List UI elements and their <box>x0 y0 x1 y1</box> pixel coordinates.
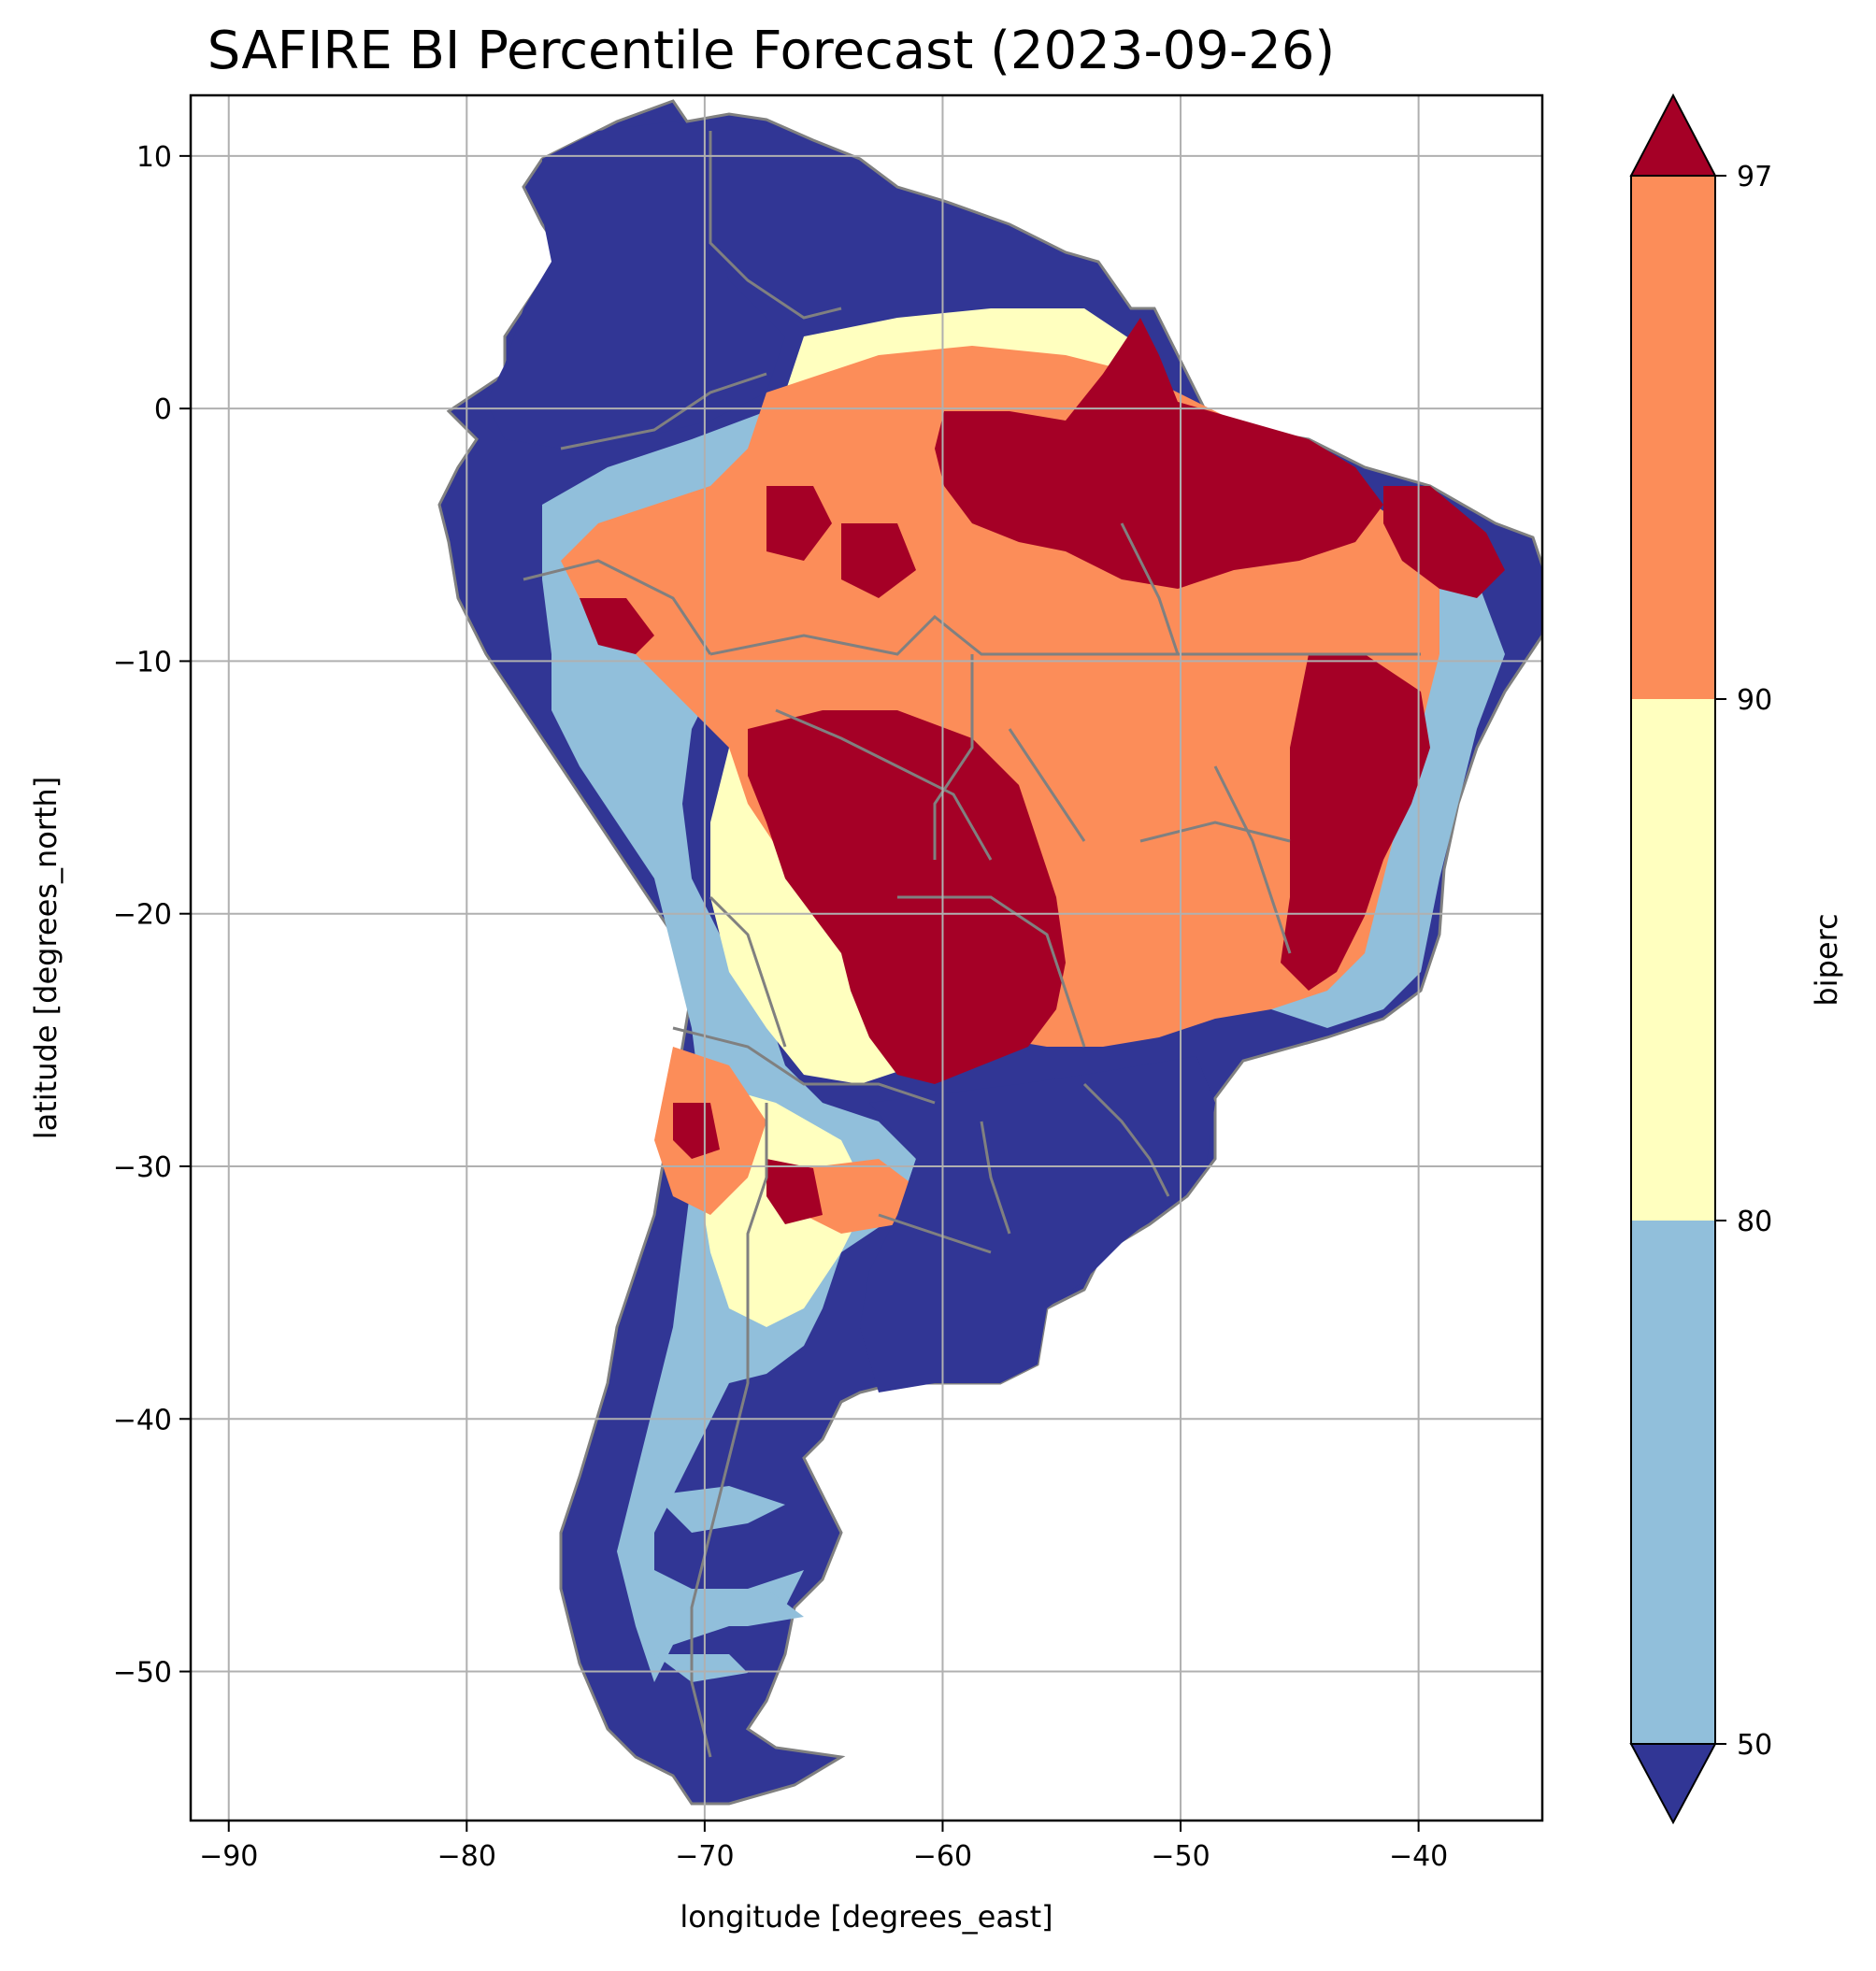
x-tick-label: −80 <box>437 1840 496 1873</box>
chart-title: SAFIRE BI Percentile Forecast (2023-09-2… <box>207 21 1336 81</box>
colorbar-extend-bottom <box>1629 1743 1717 1825</box>
region-90-97-cordoba <box>804 1159 916 1234</box>
region-over-97-north <box>935 318 1383 589</box>
country-borders <box>523 131 1421 1758</box>
colorbar-segment-90-97 <box>1631 176 1715 699</box>
colorbar-segment-50-80 <box>1631 1221 1715 1744</box>
x-axis: −90 −80 −70 −60 −50 −40 <box>199 1821 1448 1873</box>
region-50-80-patagonia <box>654 1486 804 1682</box>
x-tick-label: −60 <box>913 1840 972 1873</box>
colorbar-frame <box>1630 175 1716 1745</box>
colorbar-tick-50: 50 <box>1737 1729 1772 1762</box>
plot-frame <box>189 93 1544 1822</box>
region-over-97-northeast <box>1383 486 1505 598</box>
x-tick-label: −90 <box>199 1840 258 1873</box>
region-over-97-peru <box>580 598 654 654</box>
region-50-80 <box>542 393 916 1682</box>
y-tick-label: −20 <box>113 899 172 932</box>
x-tick-label: −50 <box>1151 1840 1210 1873</box>
y-tick-label: 0 <box>154 393 172 426</box>
y-tick-label: −40 <box>113 1404 172 1436</box>
x-axis-label: longitude [degrees_east] <box>680 1899 1053 1935</box>
region-under-50-south <box>860 1056 1215 1393</box>
x-tick-label: −40 <box>1389 1840 1448 1873</box>
y-axis-label: latitude [degrees_north] <box>28 777 64 1140</box>
colorbar-segment-80-90 <box>1631 699 1715 1221</box>
y-axis: 10 0 −10 −20 −30 −40 −50 <box>113 141 191 1690</box>
grid-lines <box>191 95 1542 1821</box>
region-over-97-patches <box>673 486 916 1224</box>
colorbar-tick-80: 80 <box>1737 1206 1772 1238</box>
x-tick-label: −70 <box>675 1840 734 1873</box>
colorbar: 97 90 80 50 biperc <box>1629 93 1844 1825</box>
map-layer <box>437 99 1542 1806</box>
region-over-97-east <box>1281 654 1430 991</box>
colorbar-tick-90: 90 <box>1737 684 1772 717</box>
colorbar-extend-top <box>1629 93 1717 177</box>
y-tick-label: −30 <box>113 1151 172 1184</box>
colorbar-label: biperc <box>1809 913 1844 1006</box>
y-tick-label: −50 <box>113 1657 172 1690</box>
colorbar-tick-97: 97 <box>1737 161 1772 193</box>
y-tick-label: 10 <box>136 141 172 174</box>
y-tick-label: −10 <box>113 646 172 678</box>
